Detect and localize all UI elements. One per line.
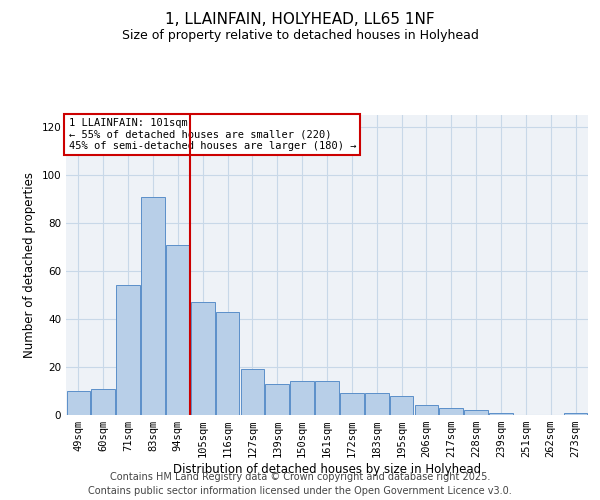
Bar — [489, 412, 513, 415]
Bar — [116, 286, 140, 415]
Text: Contains HM Land Registry data © Crown copyright and database right 2025.
Contai: Contains HM Land Registry data © Crown c… — [88, 472, 512, 496]
Bar — [141, 196, 165, 415]
Bar — [415, 406, 438, 415]
Bar — [464, 410, 488, 415]
Text: 1, LLAINFAIN, HOLYHEAD, LL65 1NF: 1, LLAINFAIN, HOLYHEAD, LL65 1NF — [165, 12, 435, 26]
Bar — [191, 302, 215, 415]
Bar — [390, 396, 413, 415]
Bar — [166, 244, 190, 415]
Bar — [67, 391, 90, 415]
Bar — [315, 382, 339, 415]
Bar — [564, 412, 587, 415]
Text: Size of property relative to detached houses in Holyhead: Size of property relative to detached ho… — [122, 29, 478, 42]
Bar — [290, 382, 314, 415]
Y-axis label: Number of detached properties: Number of detached properties — [23, 172, 36, 358]
Bar — [365, 394, 389, 415]
Bar — [216, 312, 239, 415]
Bar — [265, 384, 289, 415]
X-axis label: Distribution of detached houses by size in Holyhead: Distribution of detached houses by size … — [173, 463, 481, 476]
Bar — [439, 408, 463, 415]
Text: 1 LLAINFAIN: 101sqm
← 55% of detached houses are smaller (220)
45% of semi-detac: 1 LLAINFAIN: 101sqm ← 55% of detached ho… — [68, 118, 356, 151]
Bar — [241, 370, 264, 415]
Bar — [91, 388, 115, 415]
Bar — [340, 394, 364, 415]
